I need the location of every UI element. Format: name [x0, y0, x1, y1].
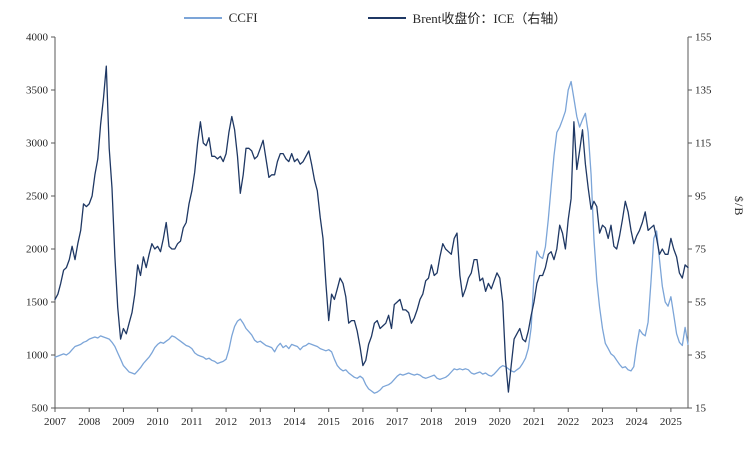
x-tick-label: 2021 — [523, 416, 545, 428]
legend-label-ccfi: CCFI — [228, 9, 258, 25]
left-tick-label: 500 — [32, 403, 49, 415]
x-tick-label: 2009 — [112, 416, 135, 428]
legend-line-swatch-ccfi — [183, 16, 222, 19]
right-tick-label: 115 — [695, 138, 712, 150]
x-tick-label: 2023 — [591, 416, 614, 428]
x-tick-label: 2024 — [626, 416, 649, 428]
x-tick-label: 2018 — [420, 416, 443, 428]
x-tick-label: 2007 — [44, 416, 67, 428]
right-tick-label: 15 — [695, 403, 707, 415]
x-tick-label: 2008 — [78, 416, 101, 428]
x-tick-label: 2014 — [284, 416, 307, 428]
right-tick-label: 135 — [695, 85, 712, 97]
legend-item-brent[interactable]: Brent收盘价：ICE（右轴） — [367, 8, 567, 27]
left-tick-label: 2000 — [26, 244, 49, 256]
x-tick-label: 2012 — [215, 416, 237, 428]
left-tick-label: 3500 — [26, 85, 49, 97]
chart-legend: CCFI Brent收盘价：ICE（右轴） — [0, 8, 750, 27]
right-tick-label: 155 — [695, 32, 712, 44]
x-tick-label: 2022 — [557, 416, 579, 428]
x-tick-label: 2015 — [318, 416, 341, 428]
right-tick-label: 35 — [695, 350, 707, 362]
right-tick-label: 55 — [695, 297, 707, 309]
series-line-ccfi — [54, 80, 689, 394]
legend-line-swatch-brent — [367, 16, 406, 19]
legend-item-ccfi[interactable]: CCFI — [183, 9, 258, 26]
x-tick-label: 2011 — [181, 416, 203, 428]
x-tick-label: 2020 — [489, 416, 512, 428]
x-tick-label: 2019 — [455, 416, 478, 428]
right-tick-label: 75 — [695, 244, 707, 256]
x-tick-label: 2013 — [249, 416, 272, 428]
legend-label-brent: Brent收盘价：ICE（右轴） — [412, 11, 567, 26]
left-tick-label: 4000 — [26, 32, 49, 44]
x-tick-label: 2025 — [660, 416, 683, 428]
right-axis-title: $/B — [732, 196, 746, 217]
x-tick-label: 2017 — [386, 416, 409, 428]
series-line-brent — [54, 65, 689, 393]
left-tick-label: 1000 — [26, 350, 49, 362]
left-tick-label: 3000 — [26, 138, 49, 150]
right-tick-label: 95 — [695, 191, 707, 203]
left-tick-label: 1500 — [26, 297, 49, 309]
x-tick-label: 2010 — [147, 416, 170, 428]
x-tick-label: 2016 — [352, 416, 375, 428]
left-tick-label: 2500 — [26, 191, 49, 203]
